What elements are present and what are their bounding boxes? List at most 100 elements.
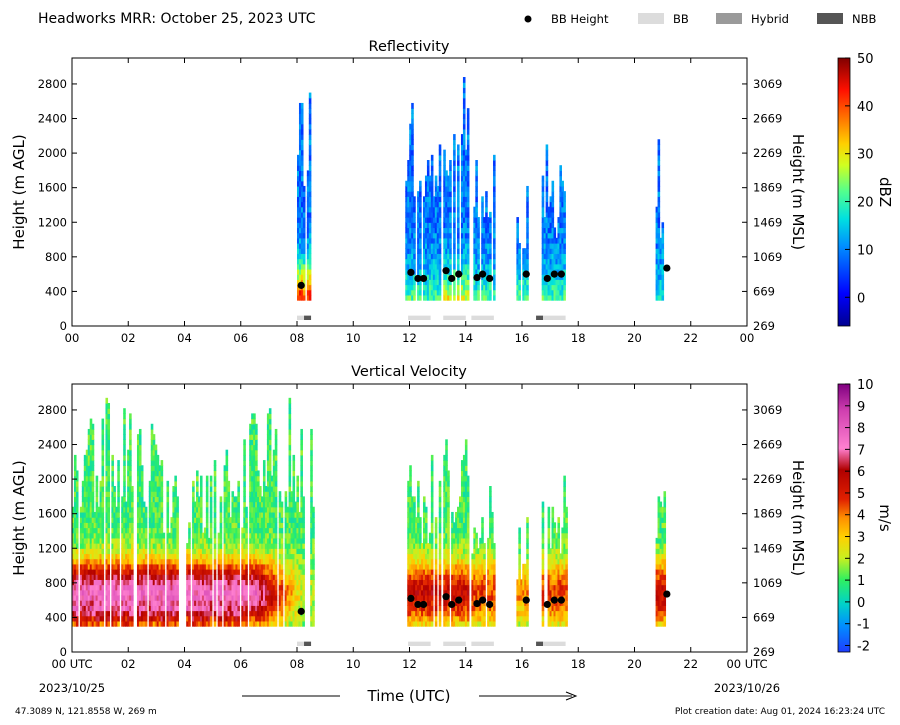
heatmap-cell: [129, 620, 132, 627]
heatmap-cell: [284, 553, 288, 560]
heatmap-cell: [312, 620, 315, 627]
heatmap-cell: [72, 532, 75, 539]
heatmap-cell: [434, 605, 438, 612]
heatmap-cell: [493, 294, 496, 301]
heatmap-cell: [411, 201, 414, 208]
heatmap-cell: [219, 615, 223, 622]
heatmap-cell: [227, 553, 231, 560]
heatmap-cell: [131, 553, 134, 560]
heatmap-cell: [83, 574, 87, 580]
heatmap-cell: [296, 584, 300, 591]
heatmap-cell: [101, 491, 105, 497]
heatmap-cell: [288, 444, 292, 451]
heatmap-cell: [460, 160, 464, 166]
heatmap-cell: [233, 527, 237, 534]
heatmap-cell: [121, 584, 124, 591]
heatmap-cell: [447, 558, 450, 565]
heatmap-cell: [297, 237, 300, 244]
heatmap-cell: [280, 610, 284, 617]
heatmap-cell: [101, 517, 105, 523]
heatmap-cell: [93, 610, 97, 617]
heatmap-cell: [186, 605, 189, 612]
heatmap-cell: [426, 243, 430, 249]
heatmap-cell: [101, 548, 105, 555]
heatmap-cell: [233, 579, 237, 586]
heatmap-cell: [192, 605, 195, 612]
heatmap-cell: [445, 600, 448, 606]
heatmap-cell: [549, 196, 553, 203]
heatmap-cell: [296, 574, 300, 580]
heatmap-cell: [209, 522, 213, 529]
heatmap-cell: [257, 527, 260, 534]
heatmap-cell: [413, 620, 416, 627]
heatmap-cell: [411, 196, 414, 203]
heatmap-cell: [457, 211, 460, 218]
heatmap-cell: [481, 248, 484, 254]
heatmap-cell: [73, 470, 77, 477]
heatmap-cell: [227, 522, 231, 529]
heatmap-cell: [257, 548, 260, 555]
heatmap-cell: [129, 511, 132, 518]
heatmap-cell: [493, 289, 496, 296]
heatmap-cell: [430, 248, 434, 254]
heatmap-cell: [310, 584, 313, 591]
heatmap-cell: [657, 149, 661, 156]
heatmap-cell: [231, 579, 235, 586]
heatmap-cell: [261, 594, 264, 601]
heatmap-cell: [292, 480, 296, 487]
heatmap-cell: [225, 537, 229, 544]
heatmap-cell: [255, 532, 258, 539]
heatmap-cell: [411, 574, 414, 580]
heatmap-cell: [262, 470, 266, 477]
heatmap-cell: [274, 574, 278, 580]
heatmap-cell: [409, 139, 412, 146]
x-tick-label: 00: [65, 331, 80, 345]
heatmap-cell: [557, 227, 561, 234]
heatmap-cell: [101, 460, 105, 466]
heatmap-cell: [526, 191, 529, 197]
heatmap-cell: [89, 491, 93, 497]
heatmap-cell: [296, 600, 300, 606]
heatmap-cell: [113, 537, 116, 544]
heatmap-cell: [661, 227, 665, 234]
heatmap-cell: [308, 165, 312, 171]
heatmap-cell: [274, 491, 278, 497]
heatmap-cell: [249, 444, 252, 451]
heatmap-cell: [121, 574, 124, 580]
heatmap-cell: [201, 584, 205, 591]
heatmap-cell: [559, 180, 562, 187]
heatmap-cell: [419, 201, 422, 208]
heatmap-cell: [117, 589, 120, 596]
heatmap-cell: [150, 454, 154, 461]
colorbar-tick-label: 20: [857, 196, 874, 211]
heatmap-cell: [99, 517, 103, 523]
heatmap-cell: [308, 128, 312, 135]
heatmap-cell: [424, 610, 428, 617]
heatmap-cell: [561, 284, 564, 291]
heatmap-cell: [292, 569, 296, 575]
heatmap-cell: [300, 211, 304, 218]
heatmap-cell: [125, 574, 128, 580]
heatmap-cell: [225, 574, 229, 580]
heatmap-cell: [487, 227, 490, 234]
heatmap-cell: [176, 563, 179, 570]
heatmap-cell: [475, 217, 478, 223]
heatmap-cell: [174, 620, 177, 627]
heatmap-cell: [460, 284, 464, 291]
heatmap-cell: [549, 227, 553, 234]
heatmap-cell: [264, 517, 268, 523]
heatmap-cell: [253, 584, 256, 591]
heatmap-cell: [278, 600, 282, 606]
heatmap-cell: [438, 610, 442, 617]
heatmap-cell: [105, 408, 109, 414]
heatmap-cell: [205, 475, 209, 482]
heatmap-cell: [261, 496, 264, 503]
heatmap-cell: [477, 217, 480, 223]
heatmap-cell: [251, 465, 254, 472]
heatmap-cell: [194, 600, 197, 606]
heatmap-cell: [144, 615, 148, 622]
heatmap-cell: [432, 274, 436, 280]
heatmap-cell: [443, 211, 446, 218]
heatmap-cell: [129, 537, 132, 544]
heatmap-cell: [154, 522, 158, 529]
